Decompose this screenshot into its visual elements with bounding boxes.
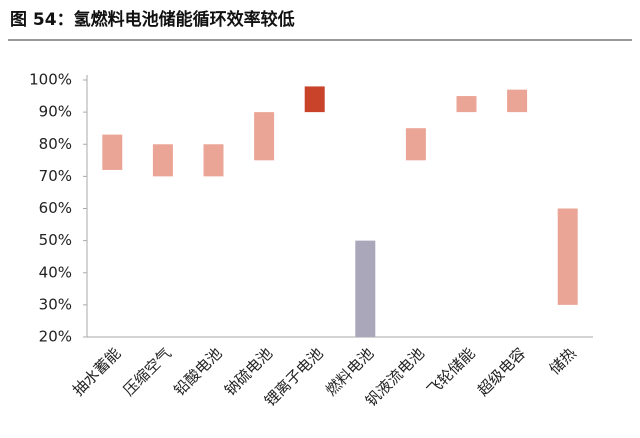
chart-title: 图 54：氢燃料电池储能循环效率较低 <box>10 9 295 30</box>
bar <box>102 134 123 170</box>
bar <box>507 89 528 113</box>
y-tick-label: 70% <box>39 167 72 185</box>
bar <box>557 208 578 305</box>
x-tick-label: 抽水蓄能 <box>69 344 124 399</box>
bar <box>405 128 426 161</box>
x-tick-label: 飞轮储能 <box>423 344 478 399</box>
y-tick-label: 20% <box>39 328 72 346</box>
y-tick-label: 50% <box>39 231 72 249</box>
x-tick-label: 储热 <box>546 344 580 378</box>
y-tick-label: 60% <box>39 199 72 217</box>
bar <box>254 112 275 161</box>
y-tick-label: 80% <box>39 135 72 153</box>
x-tick-label: 超级电容 <box>474 344 529 399</box>
bar <box>152 144 173 177</box>
bar <box>203 144 224 177</box>
bar <box>456 96 477 113</box>
y-tick-label: 40% <box>39 263 72 281</box>
y-tick-label: 100% <box>29 71 72 89</box>
y-tick-label: 30% <box>39 295 72 313</box>
x-tick-label: 压缩空气 <box>120 344 175 399</box>
x-tick-label: 铅酸电池 <box>170 344 225 399</box>
y-tick-label: 90% <box>39 103 72 121</box>
bar <box>355 240 376 337</box>
bar <box>304 86 325 113</box>
